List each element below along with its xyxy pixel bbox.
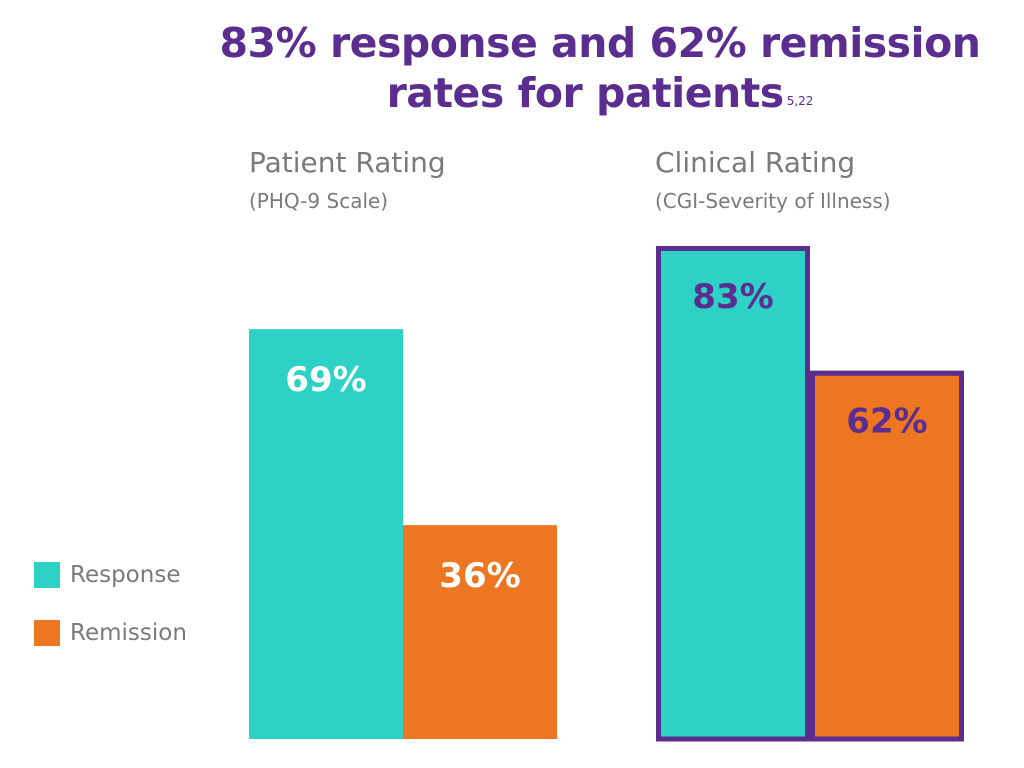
chart-title-line-1: 83% response and 62% remission xyxy=(219,19,981,67)
panel-subtitle-clinical: (CGI-Severity of Illness) xyxy=(655,189,891,213)
bar-clinical-remission xyxy=(810,370,964,739)
panel-title-patient: Patient Rating xyxy=(249,146,446,179)
reference-superscript: 5,22 xyxy=(786,94,814,108)
legend-swatch-remission xyxy=(34,620,60,646)
legend-item-response: Response xyxy=(34,560,187,590)
data-label-patient-remission: 36% xyxy=(439,556,520,596)
data-label-clinical-response: 83% xyxy=(692,277,773,317)
legend: Response Remission xyxy=(34,560,187,676)
data-label-patient-response: 69% xyxy=(285,360,366,400)
chart-title: 83% response and 62% remission rates for… xyxy=(200,18,1000,118)
panel-subtitle-patient: (PHQ-9 Scale) xyxy=(249,189,389,213)
data-label-clinical-remission: 62% xyxy=(846,402,927,442)
legend-item-remission: Remission xyxy=(34,618,187,648)
chart-title-line-2-text: rates for patients xyxy=(386,69,785,117)
bar-outline-clinical-remission xyxy=(810,370,964,742)
legend-label-response: Response xyxy=(70,562,181,588)
bar-patient-remission xyxy=(403,525,557,739)
legend-swatch-response xyxy=(34,562,60,588)
legend-label-remission: Remission xyxy=(70,620,187,646)
bar-outline-clinical-response xyxy=(656,245,810,742)
bar-patient-response xyxy=(249,329,403,739)
bar-clinical-response xyxy=(656,245,810,740)
chart-title-line-2: rates for patients 5,22 xyxy=(200,68,1000,118)
panel-title-clinical: Clinical Rating xyxy=(655,146,856,179)
